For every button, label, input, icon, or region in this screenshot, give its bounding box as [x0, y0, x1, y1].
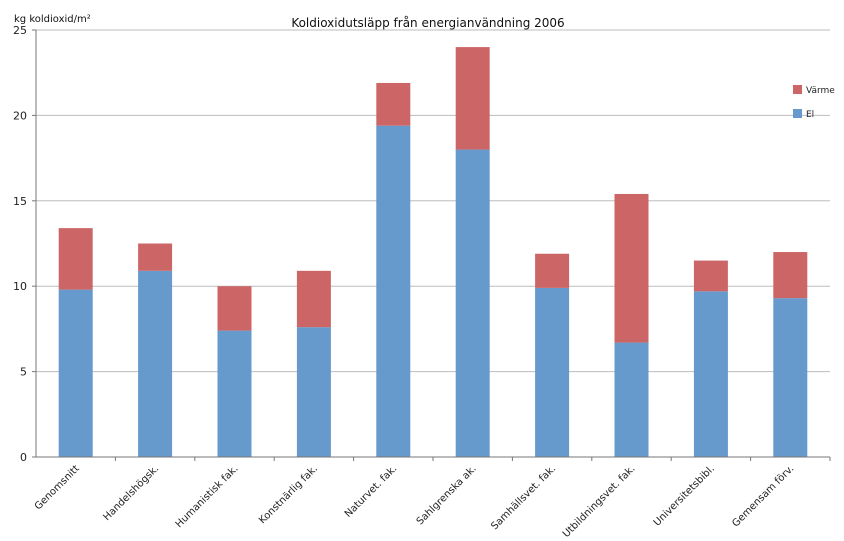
y-tick-label: 0	[20, 451, 27, 464]
bar-el	[693, 291, 728, 457]
bar-varme	[296, 270, 331, 328]
bar-el	[58, 289, 93, 457]
bar-varme	[693, 260, 728, 292]
x-tick-label: Samhällsvet. fak.	[489, 463, 558, 532]
chart-title: Koldioxidutsläpp från energianvändning 2…	[291, 16, 564, 30]
legend-label: Värme	[806, 86, 835, 96]
y-tick-label: 25	[13, 24, 27, 37]
legend-swatch-varme	[793, 85, 802, 94]
x-tick-label: Utbildningsvet. fak.	[561, 463, 638, 540]
x-tick-label: Universitetsbibl.	[652, 463, 717, 528]
bar-el	[376, 125, 411, 457]
bar-el	[535, 287, 570, 457]
bars	[58, 47, 808, 457]
bar-el	[296, 327, 331, 457]
y-tick-label: 10	[13, 280, 27, 293]
bar-varme	[535, 253, 570, 288]
bar-varme	[217, 286, 252, 331]
x-tick-label: Gemensam förv.	[730, 463, 796, 529]
x-tick-label: Konstnärlig fak.	[257, 463, 320, 526]
bar-varme	[455, 47, 490, 150]
y-axis-label: kg koldioxid/m²	[14, 14, 91, 25]
y-tick-label: 15	[13, 195, 27, 208]
bar-el	[217, 330, 252, 457]
bar-varme	[58, 228, 93, 290]
legend-label: El	[806, 110, 814, 120]
x-tick-label: Naturvet. fak.	[343, 463, 400, 520]
x-tick-label: Handelshögsk.	[101, 463, 161, 523]
legend: Värme El	[793, 85, 835, 120]
bar-el	[138, 270, 173, 457]
bar-el	[773, 298, 808, 457]
bar-el	[455, 149, 490, 457]
bar-varme	[138, 243, 173, 271]
bar-el	[614, 342, 649, 457]
bar-varme	[614, 193, 649, 343]
axes	[32, 29, 831, 461]
x-tick-label: Genomsnitt	[33, 463, 82, 512]
y-tick-label: 5	[20, 366, 27, 379]
x-tick-label: Humanistisk fak.	[174, 463, 241, 530]
y-tick-label: 20	[13, 109, 27, 122]
bar-varme	[773, 252, 808, 299]
legend-swatch-el	[793, 109, 802, 118]
bar-varme	[376, 82, 411, 126]
x-tick-label: Sahlgrenska ak.	[415, 463, 479, 527]
